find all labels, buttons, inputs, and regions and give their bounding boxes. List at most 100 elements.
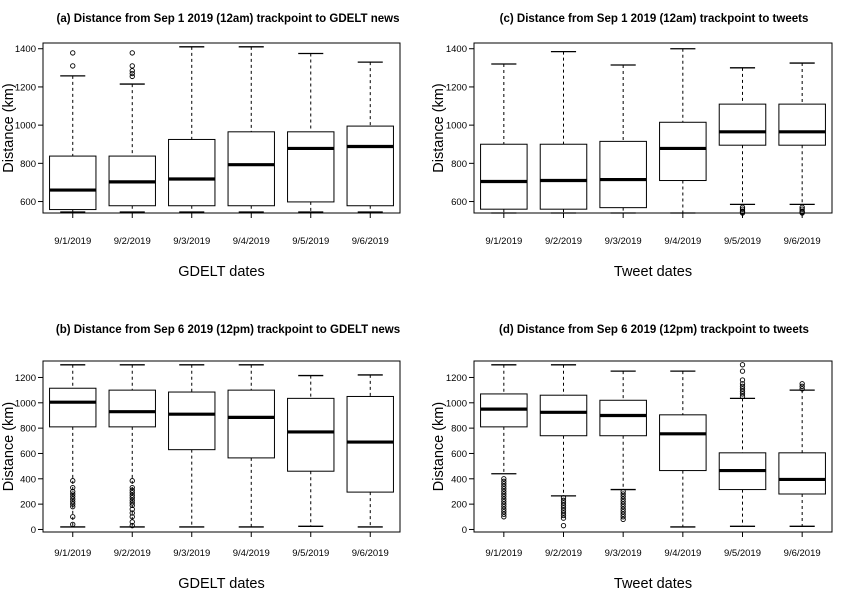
- outlier-point: [501, 496, 507, 502]
- box-1: [108, 50, 156, 213]
- outlier-point: [620, 509, 626, 515]
- chart-title: (d) Distance from Sep 6 2019 (12pm) trac…: [499, 324, 809, 336]
- iqr-box: [168, 391, 216, 451]
- outlier-point: [620, 493, 626, 500]
- box-2: [168, 46, 216, 213]
- box-5: [346, 374, 394, 528]
- outlier-point: [739, 386, 746, 392]
- outlier-point: [129, 63, 135, 69]
- x-axis-label: GDELT dates: [178, 264, 265, 280]
- x-tick-label: 9/2/2019: [545, 236, 582, 247]
- y-tick-label: 400: [20, 474, 36, 485]
- iqr-box: [778, 452, 826, 495]
- outlier-point: [620, 498, 626, 505]
- outlier-point: [129, 502, 135, 509]
- y-tick-label: 600: [20, 449, 36, 460]
- plot-frame: [42, 360, 401, 533]
- outlier-point: [129, 500, 135, 506]
- x-tick-label: 9/4/2019: [664, 236, 701, 247]
- outlier-point: [501, 486, 507, 492]
- plot-frame: [473, 360, 833, 533]
- box-2: [168, 364, 216, 528]
- outlier-point: [70, 50, 76, 56]
- outlier-point: [739, 381, 746, 387]
- outlier-point: [70, 514, 76, 520]
- outlier-point: [560, 523, 567, 529]
- outlier-point: [501, 498, 507, 505]
- x-tick-label: 9/5/2019: [724, 236, 761, 247]
- chart-panel-0: (a) Distance from Sep 1 2019 (12am) trac…: [1, 13, 401, 280]
- y-tick-label: 800: [20, 159, 36, 170]
- outlier-point: [501, 476, 507, 482]
- outlier-point: [739, 368, 746, 374]
- outlier-point: [70, 498, 76, 505]
- outlier-point: [501, 478, 507, 484]
- outlier-point: [70, 485, 76, 491]
- outlier-point: [620, 496, 626, 502]
- iqr-box: [778, 103, 826, 146]
- iqr-box: [227, 131, 275, 207]
- iqr-box: [718, 103, 767, 146]
- y-tick-label: 600: [451, 449, 467, 460]
- x-tick-label: 9/2/2019: [114, 548, 151, 559]
- box-1: [108, 364, 156, 529]
- iqr-box: [227, 389, 275, 459]
- y-tick-label: 1200: [446, 82, 467, 93]
- box-0: [480, 63, 528, 214]
- outlier-point: [70, 63, 76, 69]
- outlier-point: [70, 501, 76, 507]
- outlier-point: [501, 493, 507, 500]
- outlier-point: [70, 504, 76, 510]
- y-tick-label: 1400: [15, 44, 36, 55]
- outlier-point: [501, 491, 507, 497]
- outlier-point: [501, 509, 507, 515]
- outlier-point: [560, 507, 567, 514]
- outlier-point: [501, 501, 507, 507]
- outlier-point: [501, 488, 507, 495]
- chart-panel-3: (d) Distance from Sep 6 2019 (12pm) trac…: [431, 324, 833, 592]
- y-axis-label: Distance (km): [1, 402, 17, 491]
- y-axis-label: Distance (km): [1, 83, 17, 172]
- y-tick-label: 600: [451, 197, 467, 208]
- outlier-point: [129, 519, 135, 525]
- x-tick-label: 9/2/2019: [114, 236, 151, 247]
- outlier-point: [739, 391, 746, 397]
- iqr-box: [49, 387, 97, 428]
- outlier-point: [129, 50, 135, 56]
- iqr-box: [539, 394, 588, 437]
- plot-frame: [473, 42, 833, 214]
- box-5: [778, 381, 826, 527]
- x-tick-label: 9/3/2019: [605, 236, 642, 247]
- iqr-box: [108, 389, 156, 428]
- box-1: [539, 50, 588, 214]
- iqr-box: [539, 143, 588, 210]
- outlier-point: [129, 497, 135, 503]
- box-0: [49, 50, 97, 213]
- y-tick-label: 0: [462, 525, 467, 536]
- x-tick-label: 9/1/2019: [54, 236, 91, 247]
- box-2: [599, 370, 647, 522]
- x-tick-label: 9/5/2019: [724, 548, 761, 559]
- chart-title: (c) Distance from Sep 1 2019 (12am) trac…: [500, 13, 809, 25]
- y-tick-label: 1200: [15, 82, 36, 93]
- chart-panel-2: (b) Distance from Sep 6 2019 (12pm) trac…: [1, 324, 401, 592]
- outlier-point: [560, 515, 567, 521]
- box-4: [718, 67, 767, 216]
- outlier-point: [620, 516, 626, 522]
- y-tick-label: 1000: [15, 398, 36, 409]
- y-tick-label: 1200: [15, 373, 36, 384]
- outlier-point: [739, 377, 746, 383]
- box-1: [539, 364, 588, 529]
- outlier-point: [620, 488, 626, 495]
- outlier-point: [70, 493, 76, 500]
- outlier-point: [739, 383, 746, 389]
- iqr-box: [287, 131, 335, 203]
- x-tick-label: 9/6/2019: [352, 236, 389, 247]
- box-0: [480, 364, 528, 520]
- outlier-point: [620, 511, 626, 517]
- iqr-box: [599, 399, 647, 437]
- outlier-point: [129, 510, 135, 516]
- x-tick-label: 9/4/2019: [664, 548, 701, 559]
- x-axis-label: Tweet dates: [614, 264, 692, 280]
